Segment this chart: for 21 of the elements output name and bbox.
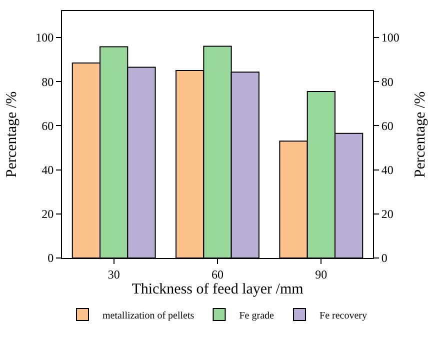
y-tick-label: 40 — [42, 162, 54, 177]
y-tick-label: 100 — [36, 30, 54, 45]
y2-tick-label: 80 — [381, 74, 394, 89]
y-tick-label: 20 — [42, 207, 54, 222]
y2-axis-title: Percentage /% — [412, 91, 428, 178]
y2-tick-label: 0 — [381, 251, 388, 266]
legend-label: Fe grade — [239, 310, 275, 322]
y2-tick-label: 20 — [381, 207, 394, 222]
y2-tick-label: 100 — [381, 30, 400, 45]
x-tick-label: 60 — [212, 267, 224, 282]
y-tick-label: 0 — [48, 251, 54, 266]
y-axis-title: Percentage /% — [4, 91, 20, 178]
legend-label: Fe recovery — [320, 310, 367, 322]
legend-label: metallization of pellets — [102, 310, 194, 322]
y-tick-label: 80 — [42, 74, 54, 89]
x-axis-title: Thickness of feed layer /mm — [132, 281, 304, 298]
x-tick-label: 90 — [315, 267, 328, 282]
y-tick-label: 60 — [42, 118, 54, 133]
y2-tick-label: 40 — [381, 162, 394, 177]
y2-tick-label: 60 — [381, 118, 394, 133]
x-tick-label: 30 — [108, 267, 120, 282]
